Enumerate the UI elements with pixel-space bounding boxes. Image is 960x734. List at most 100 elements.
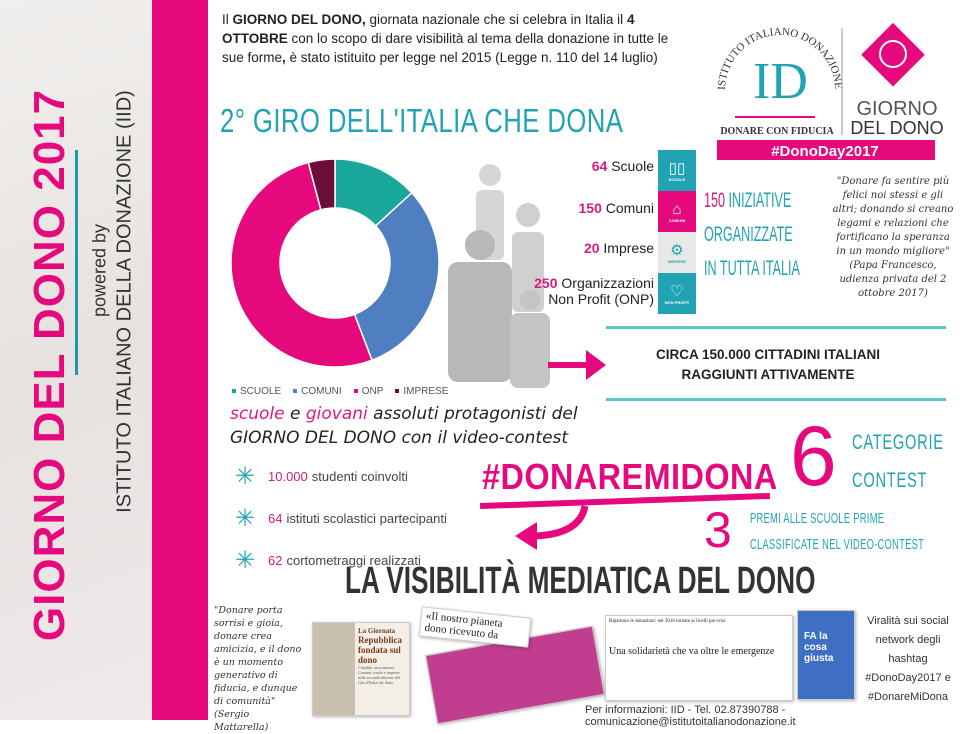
- donut-slice-onp: [230, 161, 373, 368]
- contest-stat: ✳ 64 istituti scolastici partecipanti: [230, 504, 447, 533]
- stat-scuole: 64 Scuole: [592, 158, 654, 174]
- text: e: [284, 404, 306, 424]
- press-clipping: La Giornata Repubblica fondata sul dono …: [312, 622, 410, 716]
- text: CONTEST: [852, 469, 928, 492]
- text: Una solidarietà che va oltre le emergenz…: [609, 646, 775, 657]
- text: scuole: [230, 404, 285, 424]
- stat-number: 20: [583, 240, 600, 256]
- gears-icon: ⚙ IMPRESE: [658, 232, 696, 273]
- legend-swatch: [395, 389, 400, 394]
- stat-number: 64: [268, 511, 283, 526]
- text: CATEGORIE: [852, 431, 944, 454]
- contest-stat: ✳ 62 cortometraggi realizzati: [230, 546, 421, 575]
- stat-label: Organizzazioni: [561, 275, 654, 291]
- legend-item: IMPRESE: [395, 386, 448, 397]
- text: è stato istituito per legge nel 2015 (Le…: [285, 50, 658, 65]
- initiatives-text: 150 INIZIATIVE ORGANIZZATE IN TUTTA ITALIA: [704, 184, 800, 286]
- stat-imprese: 20 Imprese: [584, 240, 654, 256]
- logo: ISTITUTO ITALIANO DONAZIONE ID DONARE CO…: [705, 10, 955, 162]
- text: Repubblica fondata sul dono: [358, 635, 403, 665]
- gears-icon-glyph: ⚙: [670, 242, 684, 259]
- divider: [606, 326, 946, 329]
- text: giovani: [305, 404, 368, 424]
- legend-item: SCUOLE: [232, 386, 281, 397]
- legend-swatch: [232, 389, 236, 394]
- contest-subtitle: scuole e giovani assoluti protagonisti d…: [230, 402, 578, 450]
- asterisk-icon: ✳: [234, 463, 256, 490]
- legend-swatch: [353, 389, 358, 394]
- photo: [313, 623, 355, 715]
- legend-label: IMPRESE: [403, 386, 449, 397]
- press-clipping: Ripartono le donazioni: nel 2016 tornate…: [605, 615, 793, 701]
- stat-label: Non Profit (ONP): [548, 291, 654, 307]
- powered-by: powered by: [89, 223, 110, 318]
- text: IN TUTTA ITALIA: [704, 257, 800, 280]
- arrow-right-icon: [548, 350, 606, 380]
- text: ORGANIZZATE: [704, 223, 793, 246]
- legend-label: SCUOLE: [240, 386, 282, 397]
- prizes-number: 3: [704, 502, 732, 558]
- stat-comuni: 150 Comuni: [579, 200, 655, 216]
- book-icon-glyph: ▯▯: [668, 160, 686, 177]
- text: GIORNO DEL DONO,: [232, 12, 366, 27]
- logo-graphic: ISTITUTO ITALIANO DONAZIONE ID DONARE CO…: [716, 22, 944, 162]
- curved-arrow-icon: [515, 505, 589, 550]
- text: CLASSIFICATE NEL VIDEO-CONTEST: [750, 536, 925, 553]
- text: RAGGIUNTI ATTIVAMENTE: [681, 367, 855, 382]
- tv-screenshot: FA la cosa giusta: [797, 610, 855, 700]
- categories-number: 6: [790, 409, 837, 503]
- text: Ripartono le donazioni: nel 2016 tornate…: [609, 619, 726, 624]
- text: giornata nazionale che si celebra in Ita…: [365, 12, 627, 27]
- asterisk-icon: ✳: [234, 505, 256, 532]
- icon-label: NON PROFIT: [664, 300, 690, 305]
- pink-bar: [152, 0, 208, 720]
- heart-icon: ♡ NON PROFIT: [658, 273, 696, 314]
- left-panel: GIORNO DEL DONO 2017 powered by ISTITUTO…: [0, 0, 152, 720]
- text: Il: [222, 12, 233, 27]
- press-clipping: «Il nostro pianeta dono ricevuto da con.…: [418, 606, 532, 648]
- text: PREMI ALLE SCUOLE PRIME: [750, 510, 885, 527]
- legend-item: COMUNI: [293, 386, 342, 397]
- donut-slice-comuni: [353, 191, 440, 362]
- divider: [606, 398, 946, 401]
- people-icon: [448, 164, 550, 388]
- papa-quote: "Donare fa sentire più felici noi stessi…: [832, 176, 954, 299]
- text: 4 OTTOBRE: [222, 12, 635, 46]
- categories-text: CATEGORIE CONTEST: [852, 424, 944, 500]
- stat-organizzazioni: 250 Organizzazioni Non Profit (ONP): [534, 275, 654, 307]
- divider: [75, 150, 78, 375]
- media-title: LA VISIBILITÀ MEDIATICA DEL DONO: [345, 560, 816, 602]
- donut-chart: [230, 158, 440, 368]
- mattarella-quote: "Donare porta sorrisi e gioia, donare cr…: [214, 605, 302, 733]
- book-icon: ▯▯ SCUOLE: [658, 150, 696, 191]
- intro-paragraph: Il GIORNO DEL DONO, giornata nazionale c…: [222, 10, 692, 67]
- logo-tagline: DONARE CON FIDUCIA: [720, 126, 834, 137]
- institute-name: ISTITUTO ITALIANO DELLA DONAZIONE (IID): [113, 90, 136, 513]
- text: assoluti protagonisti del: [367, 404, 578, 424]
- legend-label: ONP: [361, 386, 384, 397]
- text: ,: [282, 50, 286, 65]
- building-icon: ⌂ COMUNI: [658, 191, 696, 232]
- donut-slice-imprese: [307, 158, 336, 211]
- logo-text: GIORNO: [856, 98, 937, 120]
- legend-swatch: [293, 389, 298, 394]
- hashtag: #DONAREMIDONA: [482, 456, 778, 497]
- viral-text: Viralità sui social network degli hashta…: [865, 615, 951, 703]
- prizes-text: PREMI ALLE SCUOLE PRIME CLASSIFICATE NEL …: [750, 506, 924, 558]
- stat-label: cortometraggi realizzati: [286, 553, 421, 568]
- stat-number: 62: [268, 553, 283, 568]
- icon-label: IMPRESE: [667, 259, 686, 264]
- logo-hashtag: #DonoDay2017: [771, 143, 879, 160]
- heart-icon-glyph: ♡: [670, 283, 684, 300]
- legend-item: ONP: [353, 386, 384, 397]
- footer-contact: Per informazioni: IID - Tel. 02.87390788…: [585, 704, 796, 728]
- logo-text: DEL DONO: [850, 118, 943, 138]
- vertical-title: GIORNO DEL DONO 2017: [25, 88, 74, 642]
- text: Cittadini, associazioni, Comuni, scuole …: [358, 665, 401, 685]
- contest-stat: ✳ 10.000 studenti coinvolti: [230, 462, 408, 491]
- legend-label: COMUNI: [301, 386, 342, 397]
- text: GIORNO DEL DONO con il video-contest: [230, 428, 569, 448]
- stat-number: 10.000: [268, 469, 308, 484]
- stat-label: Comuni: [605, 200, 654, 216]
- stat-number: 150: [578, 200, 602, 216]
